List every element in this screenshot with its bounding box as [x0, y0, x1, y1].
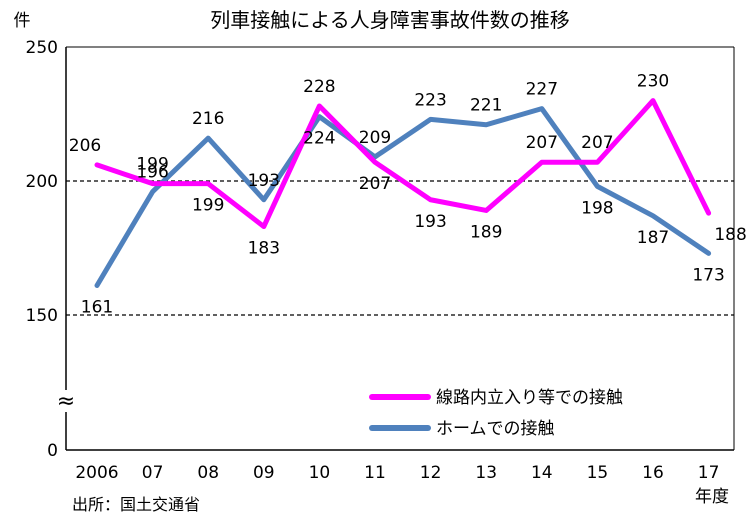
x-tick-label: 15 — [587, 463, 609, 483]
x-tick-label: 13 — [475, 463, 497, 483]
series-lines — [94, 98, 712, 289]
y-tick-label: 0 — [47, 441, 58, 461]
x-tick-label: 17 — [698, 463, 720, 483]
axis-break-mask — [55, 390, 79, 412]
data-label-series-1: 161 — [81, 298, 113, 318]
series-line-0 — [94, 98, 712, 230]
legend-label-series-1: ホームでの接触 — [436, 419, 555, 439]
data-label-series-1: 173 — [692, 265, 724, 285]
data-label-series-1: 216 — [192, 109, 224, 129]
data-labels: 206 199 199 183 228 207 193 189 207 207 230 188 161 1… — [69, 72, 747, 318]
x-tick-label: 12 — [420, 463, 442, 483]
y-tick-label: 250 — [26, 38, 58, 58]
data-label-series-0: 199 — [136, 155, 168, 175]
data-label-series-0: 206 — [69, 136, 101, 156]
data-label-series-1: 193 — [248, 171, 280, 191]
data-label-series-0: 207 — [526, 133, 558, 153]
x-tick-label: 2006 — [75, 463, 118, 483]
x-tick-label: 08 — [197, 463, 219, 483]
data-label-series-1: 196 — [136, 163, 168, 183]
chart-title: 列車接触による人身障害事故件数の推移 — [210, 8, 569, 32]
data-label-series-0: 207 — [581, 133, 613, 153]
data-label-series-1: 209 — [359, 128, 391, 148]
data-label-series-1: 198 — [581, 198, 613, 218]
data-label-series-0: 207 — [359, 174, 391, 194]
data-label-series-1: 227 — [526, 80, 558, 100]
data-label-series-1: 187 — [637, 228, 669, 248]
data-label-series-0: 199 — [192, 196, 224, 216]
y-tick-label: 150 — [26, 306, 58, 326]
legend: 線路内立入り等での接触 ホームでの接触 — [369, 388, 623, 439]
data-label-series-1: 223 — [414, 90, 446, 110]
data-label-series-0: 193 — [414, 212, 446, 232]
source-note: 出所：国土交通省 — [72, 495, 200, 514]
y-ticks: 250 200 150 0 — [26, 38, 58, 461]
gridlines — [66, 180, 734, 316]
data-label-series-0: 230 — [637, 72, 669, 92]
x-tick-label: 07 — [142, 463, 164, 483]
x-tick-label: 11 — [364, 463, 386, 483]
legend-label-series-0: 線路内立入り等での接触 — [436, 388, 623, 408]
data-label-series-0: 189 — [470, 222, 502, 242]
y-axis-unit-label: 件 — [14, 11, 31, 31]
x-axis-label: 年度 — [695, 487, 729, 507]
data-label-series-0: 183 — [248, 239, 280, 259]
data-label-series-1: 221 — [470, 96, 502, 116]
data-label-series-0: 228 — [303, 77, 335, 97]
x-tick-label: 10 — [309, 463, 331, 483]
y-tick-label: 200 — [26, 172, 58, 192]
data-label-series-0: 188 — [714, 225, 746, 245]
data-label-series-1: 224 — [303, 129, 335, 149]
axis-break-icon: ≈ — [57, 389, 75, 414]
x-tick-label: 09 — [253, 463, 275, 483]
x-ticks: 2006 07 08 09 10 11 12 13 14 15 16 17 — [75, 463, 719, 483]
x-tick-label: 14 — [531, 463, 553, 483]
series-line-1 — [94, 106, 712, 289]
x-tick-label: 16 — [642, 463, 664, 483]
